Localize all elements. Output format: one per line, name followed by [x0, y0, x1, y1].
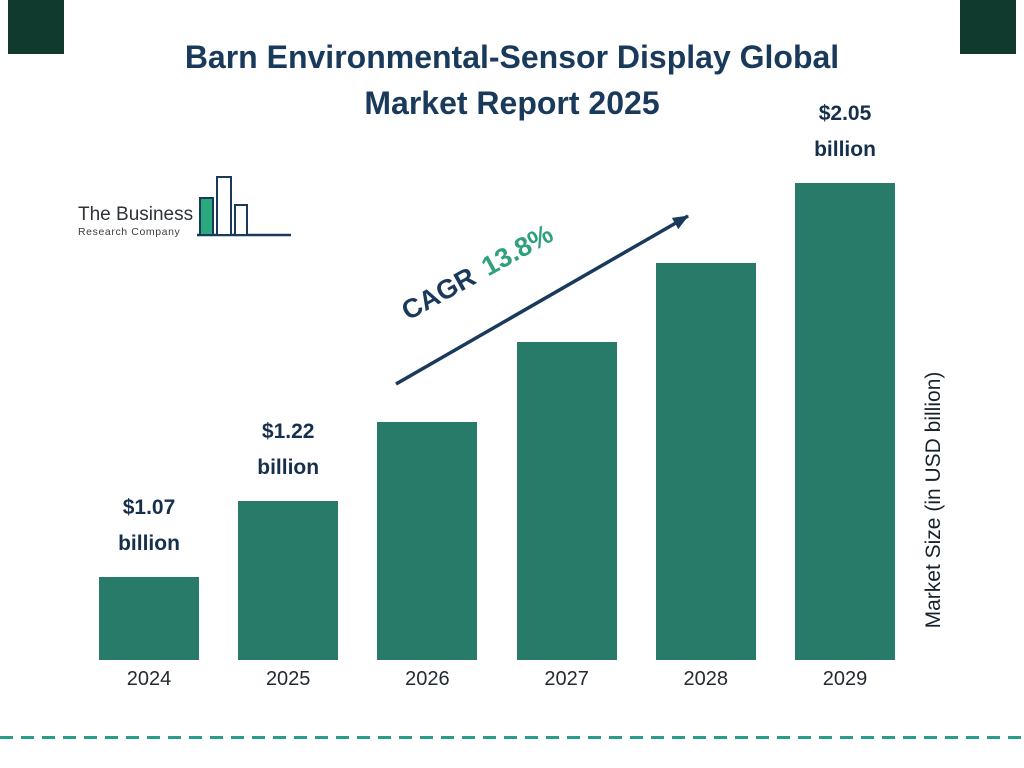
bar-2026	[377, 422, 478, 660]
trend-arrow-icon	[395, 214, 689, 386]
value-label-2025: $1.22 billion	[198, 414, 378, 488]
page-title: Barn Environmental-Sensor Display Global…	[0, 34, 1024, 127]
x-axis-label-2024: 2024	[126, 668, 172, 690]
x-axis-label-2027: 2027	[544, 668, 589, 690]
bar-2027	[516, 342, 617, 660]
x-axis-label-2029: 2029	[822, 668, 868, 690]
logo-text: The Business Research Company	[78, 204, 193, 240]
x-axis-label-2025: 2025	[265, 668, 311, 690]
x-axis-label-2026: 2026	[405, 668, 450, 690]
value-label-2024: $1.07 billion	[59, 490, 239, 564]
logo-bar-chart-icon	[197, 176, 292, 237]
page-title-line1: Barn Environmental-Sensor Display Global	[184, 39, 840, 75]
value-label-2029: $2.05 billion	[755, 96, 935, 170]
value-label-line: billion	[814, 138, 876, 162]
bar-2025	[238, 501, 339, 660]
logo-company-name: The Business	[78, 204, 194, 225]
value-label-line: $1.22	[261, 419, 315, 443]
value-label-line: $2.05	[818, 101, 872, 125]
bar-2028	[655, 263, 756, 660]
value-label-line: billion	[257, 456, 320, 480]
y-axis-title: Market Size (in USD billion)	[922, 371, 945, 629]
corner-decoration-left	[8, 0, 64, 54]
bottom-divider	[0, 736, 1024, 739]
logo-company-subtitle: Research Company	[78, 226, 181, 238]
x-axis-label-2028: 2028	[683, 668, 729, 690]
value-label-line: $1.07	[122, 495, 176, 519]
corner-decoration-right	[960, 0, 1016, 54]
bar-2029	[795, 183, 895, 660]
bar-2024	[99, 577, 199, 660]
company-logo: The Business Research Company	[78, 174, 293, 240]
value-label-line: billion	[118, 532, 180, 556]
page-title-line2: Market Report 2025	[364, 85, 660, 122]
